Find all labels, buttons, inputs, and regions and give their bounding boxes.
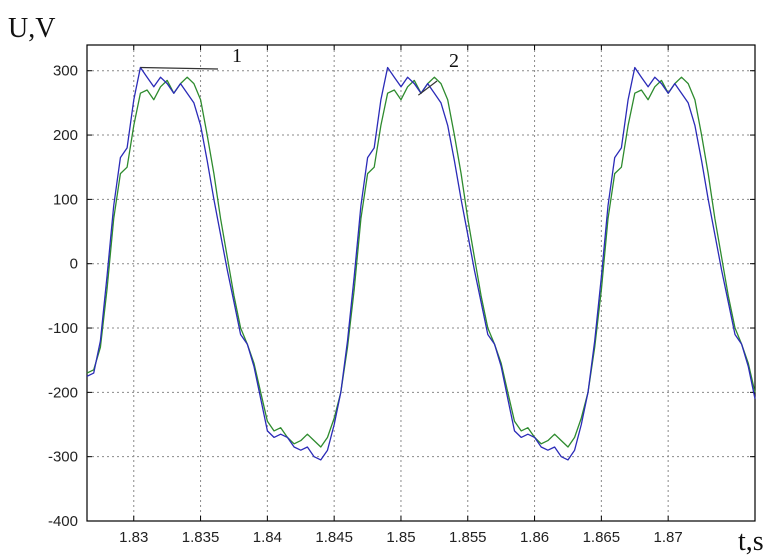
annotation-leader-1: [140, 66, 219, 70]
y-tick-label: -200: [48, 384, 78, 401]
x-tick-label: 1.85: [386, 529, 415, 546]
x-tick-label: 1.835: [182, 529, 220, 546]
tick-marks: [87, 45, 755, 522]
y-tick-label: 100: [53, 191, 78, 208]
x-tick-label: 1.865: [583, 529, 621, 546]
y-tick-label: -300: [48, 449, 78, 466]
y-tick-labels: 300 200 100 0 -100 -200 -300 -400: [48, 63, 78, 530]
annotation-label-1: 1: [232, 45, 242, 67]
y-axis-title: U,V: [8, 13, 55, 44]
x-tick-label: 1.83: [119, 529, 148, 546]
y-tick-label: 200: [53, 127, 78, 144]
annotation-leader-2: [417, 80, 438, 96]
plot-frame: [86, 44, 756, 522]
y-tick-label: 300: [53, 63, 78, 80]
x-axis-title: t,s: [738, 526, 764, 556]
y-tick-label: -400: [48, 513, 78, 530]
x-tick-label: 1.845: [315, 529, 353, 546]
grid: [87, 45, 755, 521]
x-tick-label: 1.86: [520, 529, 549, 546]
x-tick-label: 1.87: [654, 529, 683, 546]
annotation-label-2: 2: [449, 50, 459, 72]
y-tick-label: -100: [48, 320, 78, 337]
x-tick-label: 1.84: [253, 529, 282, 546]
y-tick-label: 0: [70, 256, 78, 273]
x-tick-labels: 1.83 1.835 1.84 1.845 1.85 1.855 1.86 1.865 1.87: [119, 529, 683, 546]
x-tick-label: 1.855: [449, 529, 487, 546]
